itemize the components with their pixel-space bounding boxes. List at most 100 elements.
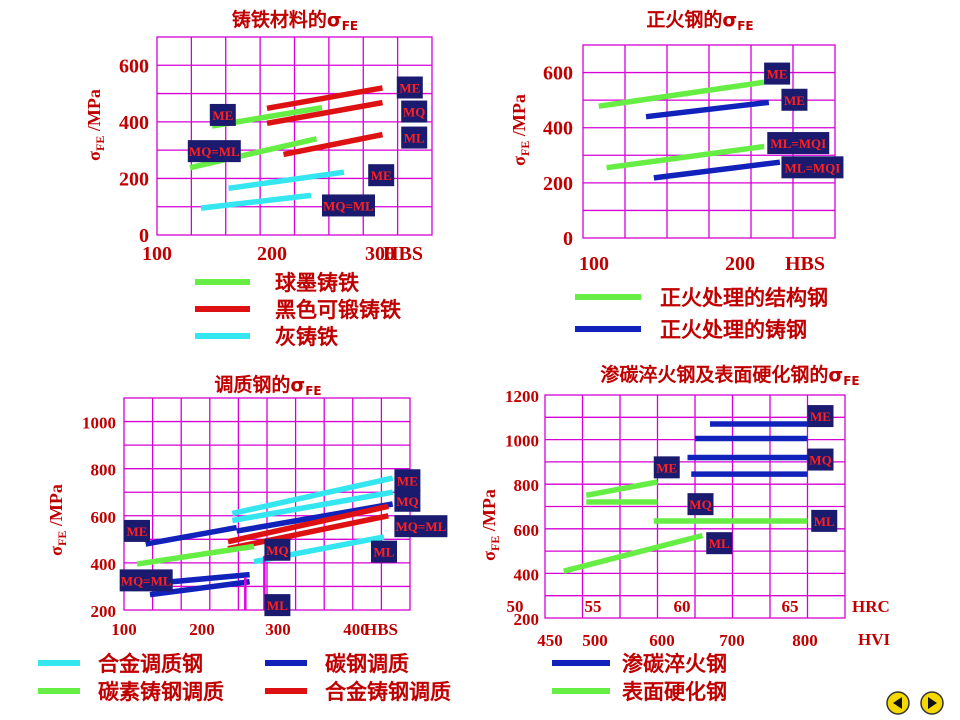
svg-text:ML: ML bbox=[814, 514, 835, 529]
chart-title: 铸铁材料的σFE bbox=[232, 8, 358, 33]
curve-tag: ML bbox=[706, 532, 733, 555]
series-line-green bbox=[136, 543, 255, 567]
svg-text:MQ: MQ bbox=[266, 543, 288, 558]
curve-tag: ML bbox=[264, 594, 291, 617]
y-tick-label: 800 bbox=[91, 461, 117, 480]
legend-label: 正火处理的结构钢 bbox=[660, 286, 828, 310]
prev-slide-button[interactable] bbox=[886, 691, 910, 715]
series-line-blue bbox=[645, 99, 770, 120]
legend-label: 正火处理的铸钢 bbox=[660, 318, 807, 342]
legend-label: 球墨铸铁 bbox=[275, 271, 359, 295]
y-tick-label: 600 bbox=[543, 63, 573, 85]
series-line-blue bbox=[145, 524, 238, 547]
chart-title: 正火钢的σFE bbox=[646, 8, 753, 33]
y-tick-label: 1200 bbox=[505, 387, 539, 406]
series-line-green bbox=[606, 143, 765, 171]
x-axis-label: HVI bbox=[858, 630, 891, 649]
y-tick-label: 600 bbox=[91, 508, 117, 527]
svg-text:MQ=ML: MQ=ML bbox=[323, 198, 374, 213]
y-tick-label: 600 bbox=[119, 55, 149, 77]
y-tick-label: 400 bbox=[543, 118, 573, 140]
curve-tag: ME bbox=[209, 103, 236, 126]
svg-text:ME: ME bbox=[767, 67, 788, 82]
y-tick-label: 1000 bbox=[505, 432, 539, 451]
right-arrow-icon bbox=[928, 697, 937, 709]
x-tick-label: 200 bbox=[725, 253, 755, 275]
y-axis-label: σFE /MPa bbox=[84, 89, 107, 161]
svg-text:MQ: MQ bbox=[809, 453, 831, 468]
svg-text:ML=MQI: ML=MQI bbox=[785, 160, 841, 175]
x-tick-label: 200 bbox=[189, 620, 215, 639]
series-line-red bbox=[266, 85, 383, 111]
legend-label: 表面硬化钢 bbox=[622, 680, 727, 704]
hrc-tick-label: 50 bbox=[507, 597, 524, 616]
curve-tag: ME bbox=[394, 469, 421, 492]
legend-label: 碳素铸钢调质 bbox=[98, 680, 224, 704]
left-arrow-icon bbox=[893, 697, 902, 709]
y-tick-label: 200 bbox=[91, 602, 117, 621]
series-line-cyan bbox=[200, 192, 312, 211]
svg-text:ML: ML bbox=[374, 545, 395, 560]
chart-grid bbox=[544, 394, 846, 619]
svg-text:ME: ME bbox=[399, 81, 420, 96]
curve-tag: ML bbox=[371, 540, 397, 563]
x-axis-label: HBS bbox=[383, 243, 423, 265]
series-line-cyan bbox=[228, 169, 345, 192]
curve-tag: ME bbox=[124, 519, 150, 542]
curve-tag: ME bbox=[764, 62, 791, 85]
svg-text:MQ=ML: MQ=ML bbox=[396, 519, 447, 534]
series-line-cyan bbox=[231, 489, 394, 524]
chart-grid bbox=[582, 44, 836, 239]
curve-tag: MQ bbox=[401, 100, 428, 123]
y-tick-label: 400 bbox=[119, 112, 149, 134]
x-tick-label: 300 bbox=[365, 243, 395, 265]
curve-tag: ML=MQI bbox=[781, 156, 844, 179]
x-tick-label: 100 bbox=[579, 253, 609, 275]
svg-text:MQ: MQ bbox=[396, 494, 418, 509]
x-axis-label: HBS bbox=[364, 620, 398, 639]
curve-tag: ME bbox=[807, 405, 834, 428]
series-line-blue bbox=[653, 159, 781, 181]
legend-label: 渗碳淬火钢 bbox=[622, 652, 727, 676]
x-tick-label: 500 bbox=[582, 631, 608, 650]
legend-label: 碳钢调质 bbox=[325, 652, 409, 676]
x-tick-label: 450 bbox=[537, 631, 563, 650]
y-tick-label: 0 bbox=[563, 228, 573, 250]
series-line-cyan bbox=[231, 475, 394, 517]
legend-label: 灰铸铁 bbox=[275, 325, 338, 349]
svg-text:ME: ME bbox=[127, 524, 148, 539]
svg-text:MQ: MQ bbox=[403, 105, 425, 120]
hrc-axis-label: HRC bbox=[852, 597, 890, 616]
x-axis-label: HBS bbox=[785, 253, 825, 275]
next-slide-button[interactable] bbox=[920, 691, 944, 715]
legend-label: 合金调质钢 bbox=[98, 652, 203, 676]
curve-tag: ML=MQI bbox=[767, 132, 830, 155]
series-line-green bbox=[563, 532, 704, 574]
curve-tag: ML bbox=[401, 126, 428, 149]
x-tick-label: 100 bbox=[142, 243, 172, 265]
x-tick-label: 700 bbox=[719, 631, 745, 650]
svg-text:ML: ML bbox=[709, 536, 730, 551]
svg-text:MQ=ML: MQ=ML bbox=[121, 573, 172, 588]
y-tick-label: 200 bbox=[543, 173, 573, 195]
x-tick-label: 800 bbox=[792, 631, 818, 650]
series-line-red bbox=[227, 503, 389, 545]
chart-title: 渗碳淬火钢及表面硬化钢的σFE bbox=[600, 363, 859, 388]
y-axis-label: σFE /MPa bbox=[479, 489, 502, 561]
curve-tag: MQ bbox=[264, 538, 291, 561]
svg-text:ME: ME bbox=[810, 409, 831, 424]
y-tick-label: 400 bbox=[91, 555, 117, 574]
y-tick-label: 200 bbox=[119, 168, 149, 190]
curve-tag: MQ=ML bbox=[322, 194, 375, 217]
hrc-tick-label: 55 bbox=[585, 597, 602, 616]
series-line-green bbox=[598, 79, 765, 109]
svg-text:MQ=ML: MQ=ML bbox=[189, 144, 240, 159]
y-tick-label: 800 bbox=[514, 476, 540, 495]
svg-text:ML=MQI: ML=MQI bbox=[770, 136, 826, 151]
x-tick-label: 600 bbox=[649, 631, 675, 650]
svg-text:ME: ME bbox=[371, 168, 392, 183]
series-line-blue bbox=[149, 579, 251, 598]
